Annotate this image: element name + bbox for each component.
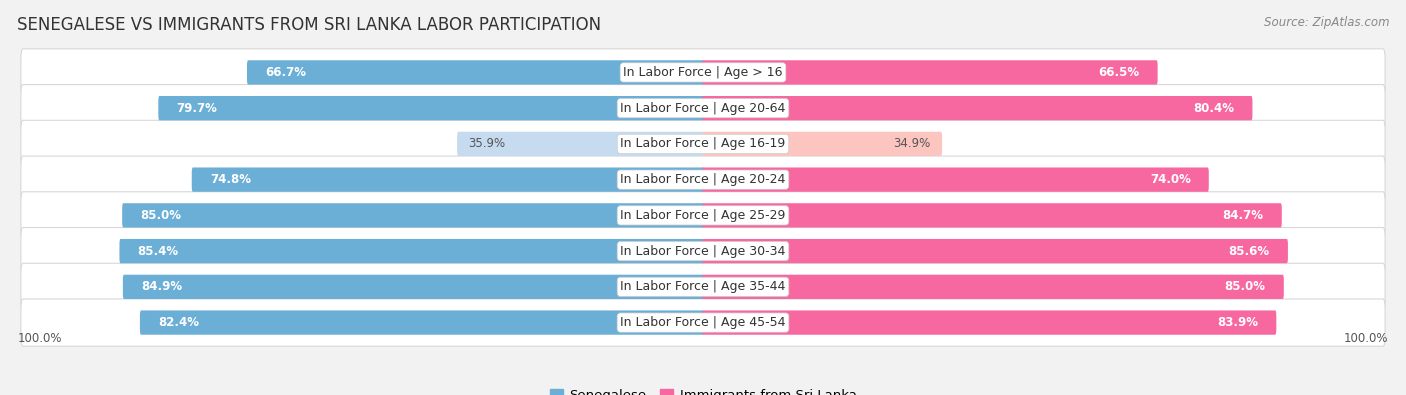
FancyBboxPatch shape: [122, 275, 704, 299]
FancyBboxPatch shape: [21, 228, 1385, 275]
Text: In Labor Force | Age 30-34: In Labor Force | Age 30-34: [620, 245, 786, 258]
Text: In Labor Force | Age 25-29: In Labor Force | Age 25-29: [620, 209, 786, 222]
Text: 34.9%: 34.9%: [894, 137, 931, 150]
FancyBboxPatch shape: [702, 239, 1288, 263]
FancyBboxPatch shape: [247, 60, 704, 85]
FancyBboxPatch shape: [21, 120, 1385, 167]
Text: 84.7%: 84.7%: [1223, 209, 1264, 222]
FancyBboxPatch shape: [191, 167, 704, 192]
FancyBboxPatch shape: [120, 239, 704, 263]
Text: 79.7%: 79.7%: [176, 102, 218, 115]
FancyBboxPatch shape: [21, 49, 1385, 96]
Text: In Labor Force | Age 16-19: In Labor Force | Age 16-19: [620, 137, 786, 150]
Text: 82.4%: 82.4%: [157, 316, 200, 329]
Text: 100.0%: 100.0%: [17, 332, 62, 345]
FancyBboxPatch shape: [122, 203, 704, 228]
FancyBboxPatch shape: [21, 263, 1385, 310]
Text: 85.4%: 85.4%: [138, 245, 179, 258]
FancyBboxPatch shape: [702, 132, 942, 156]
Text: SENEGALESE VS IMMIGRANTS FROM SRI LANKA LABOR PARTICIPATION: SENEGALESE VS IMMIGRANTS FROM SRI LANKA …: [17, 16, 600, 34]
Text: 80.4%: 80.4%: [1194, 102, 1234, 115]
Text: 85.6%: 85.6%: [1229, 245, 1270, 258]
Text: In Labor Force | Age > 16: In Labor Force | Age > 16: [623, 66, 783, 79]
FancyBboxPatch shape: [159, 96, 704, 120]
Text: 35.9%: 35.9%: [468, 137, 506, 150]
Text: 85.0%: 85.0%: [141, 209, 181, 222]
FancyBboxPatch shape: [702, 60, 1157, 85]
Text: 100.0%: 100.0%: [1344, 332, 1389, 345]
FancyBboxPatch shape: [702, 275, 1284, 299]
Legend: Senegalese, Immigrants from Sri Lanka: Senegalese, Immigrants from Sri Lanka: [544, 384, 862, 395]
Text: 85.0%: 85.0%: [1225, 280, 1265, 293]
FancyBboxPatch shape: [457, 132, 704, 156]
FancyBboxPatch shape: [21, 156, 1385, 203]
Text: Source: ZipAtlas.com: Source: ZipAtlas.com: [1264, 16, 1389, 29]
Text: 83.9%: 83.9%: [1218, 316, 1258, 329]
Text: In Labor Force | Age 45-54: In Labor Force | Age 45-54: [620, 316, 786, 329]
FancyBboxPatch shape: [702, 203, 1282, 228]
Text: 74.8%: 74.8%: [209, 173, 250, 186]
FancyBboxPatch shape: [21, 85, 1385, 132]
FancyBboxPatch shape: [21, 192, 1385, 239]
Text: 66.5%: 66.5%: [1098, 66, 1139, 79]
Text: In Labor Force | Age 35-44: In Labor Force | Age 35-44: [620, 280, 786, 293]
FancyBboxPatch shape: [21, 299, 1385, 346]
Text: In Labor Force | Age 20-24: In Labor Force | Age 20-24: [620, 173, 786, 186]
Text: 84.9%: 84.9%: [141, 280, 181, 293]
Text: 66.7%: 66.7%: [266, 66, 307, 79]
FancyBboxPatch shape: [141, 310, 704, 335]
FancyBboxPatch shape: [702, 310, 1277, 335]
Text: 74.0%: 74.0%: [1150, 173, 1191, 186]
FancyBboxPatch shape: [702, 96, 1253, 120]
Text: In Labor Force | Age 20-64: In Labor Force | Age 20-64: [620, 102, 786, 115]
FancyBboxPatch shape: [702, 167, 1209, 192]
